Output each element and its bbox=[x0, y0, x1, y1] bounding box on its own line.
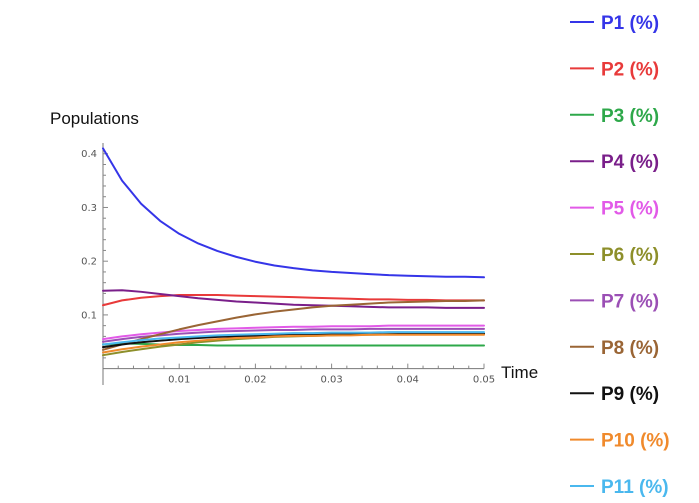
legend-label: P7 (%) bbox=[601, 291, 659, 312]
legend-label: P8 (%) bbox=[601, 338, 659, 359]
y-axis-title: Populations bbox=[50, 109, 139, 128]
legend-label: P11 (%) bbox=[601, 477, 669, 498]
series-line-p8 bbox=[102, 299, 485, 351]
series-line-p9 bbox=[102, 332, 485, 349]
x-tick-label: 0.04 bbox=[397, 375, 419, 386]
y-tick-label: 0.4 bbox=[81, 149, 97, 160]
x-tick-label: 0.03 bbox=[320, 375, 342, 386]
legend-label: P2 (%) bbox=[601, 59, 659, 80]
x-tick-label: 0.02 bbox=[244, 375, 266, 386]
series-lines bbox=[102, 147, 485, 357]
x-ticks: 0.01 0.02 0.03 0.04 0.05 bbox=[117, 363, 495, 386]
legend-label: P10 (%) bbox=[601, 431, 670, 452]
legend-label: P6 (%) bbox=[601, 245, 659, 266]
x-tick-label: 0.01 bbox=[168, 375, 190, 386]
series-line-p2 bbox=[102, 294, 485, 307]
legend-label: P4 (%) bbox=[601, 152, 659, 173]
y-tick-label: 0.2 bbox=[81, 257, 97, 268]
y-ticks: 0.1 0.2 0.3 0.4 bbox=[81, 149, 108, 359]
axes bbox=[102, 143, 484, 385]
x-axis-title: Time bbox=[501, 363, 538, 382]
legend-label: P3 (%) bbox=[601, 106, 659, 127]
legend-label: P1 (%) bbox=[601, 13, 659, 34]
x-tick-label: 0.05 bbox=[473, 375, 495, 386]
series-line-p7 bbox=[102, 327, 485, 343]
legend-label: P9 (%) bbox=[601, 384, 659, 405]
series-line-p10 bbox=[102, 333, 485, 354]
series-line-p11 bbox=[102, 331, 485, 346]
y-tick-label: 0.3 bbox=[81, 203, 97, 214]
series-line-p1 bbox=[102, 147, 485, 279]
y-tick-label: 0.1 bbox=[81, 310, 97, 321]
legend: P1 (%) P2 (%) P3 (%) P4 (%) P5 (%) P6 (%) P7 (… bbox=[570, 13, 670, 498]
series-line-p4 bbox=[102, 289, 485, 309]
legend-label: P5 (%) bbox=[601, 199, 659, 220]
